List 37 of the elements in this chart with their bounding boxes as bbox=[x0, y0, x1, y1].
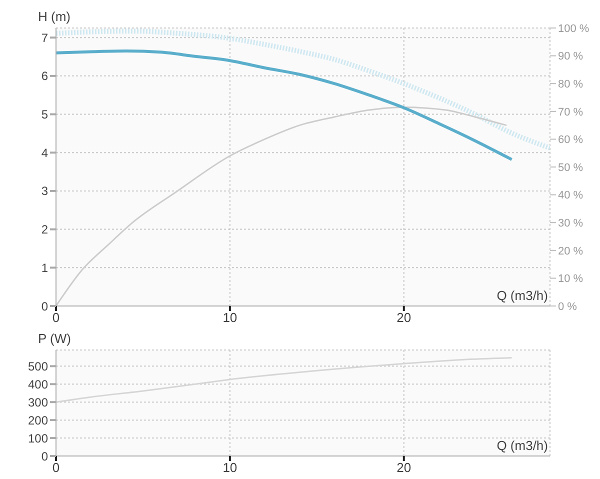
y-tick-label: 1 bbox=[41, 260, 48, 275]
line-series bbox=[56, 356, 512, 403]
y2-tick-label: 40 % bbox=[558, 190, 584, 202]
x-tick-label: 20 bbox=[396, 310, 412, 326]
x-tick-label: 0 bbox=[52, 310, 60, 326]
y2-tick-label: 100 % bbox=[558, 22, 590, 35]
y2-tick-label: 10 % bbox=[558, 273, 584, 286]
y2-tick-label: 70 % bbox=[558, 106, 584, 118]
y-tick-label: 0 bbox=[41, 449, 48, 464]
y-tick-label: 3 bbox=[41, 184, 48, 198]
y-tick-label: 0 bbox=[41, 299, 48, 314]
y2-tick-label: 20 % bbox=[558, 245, 584, 258]
y-tick-label: 7 bbox=[41, 30, 48, 45]
y-tick-label: 4 bbox=[41, 146, 48, 160]
y-tick-label: 400 bbox=[28, 377, 48, 392]
y-tick-label: 6 bbox=[41, 69, 48, 84]
y2-tick-label: 50 % bbox=[558, 162, 584, 174]
x-tick-label: 10 bbox=[222, 460, 238, 476]
y2-tick-label: 60 % bbox=[558, 134, 584, 146]
y-axis-title: H (m) bbox=[38, 9, 70, 25]
y-axis-title: P (W) bbox=[38, 331, 71, 347]
y-tick-label: 500 bbox=[28, 359, 48, 374]
line-series bbox=[56, 50, 514, 162]
y-tick-label: 2 bbox=[41, 222, 48, 237]
y2-tick-label: 80 % bbox=[558, 78, 584, 91]
x-axis-title: Q (m3/h) bbox=[496, 438, 548, 454]
x-axis-title: Q (m3/h) bbox=[496, 288, 548, 304]
y-tick-label: 100 bbox=[28, 431, 48, 446]
x-tick-label: 0 bbox=[52, 460, 60, 476]
x-tick-label: 10 bbox=[222, 310, 238, 326]
y-tick-label: 300 bbox=[28, 395, 48, 410]
y2-tick-label: 30 % bbox=[558, 218, 584, 230]
y-tick-label: 200 bbox=[28, 413, 48, 428]
y-tick-label: 5 bbox=[41, 108, 48, 122]
y2-tick-label: 0 % bbox=[558, 300, 578, 313]
y2-tick-label: 90 % bbox=[558, 50, 584, 63]
x-tick-label: 20 bbox=[396, 460, 412, 476]
